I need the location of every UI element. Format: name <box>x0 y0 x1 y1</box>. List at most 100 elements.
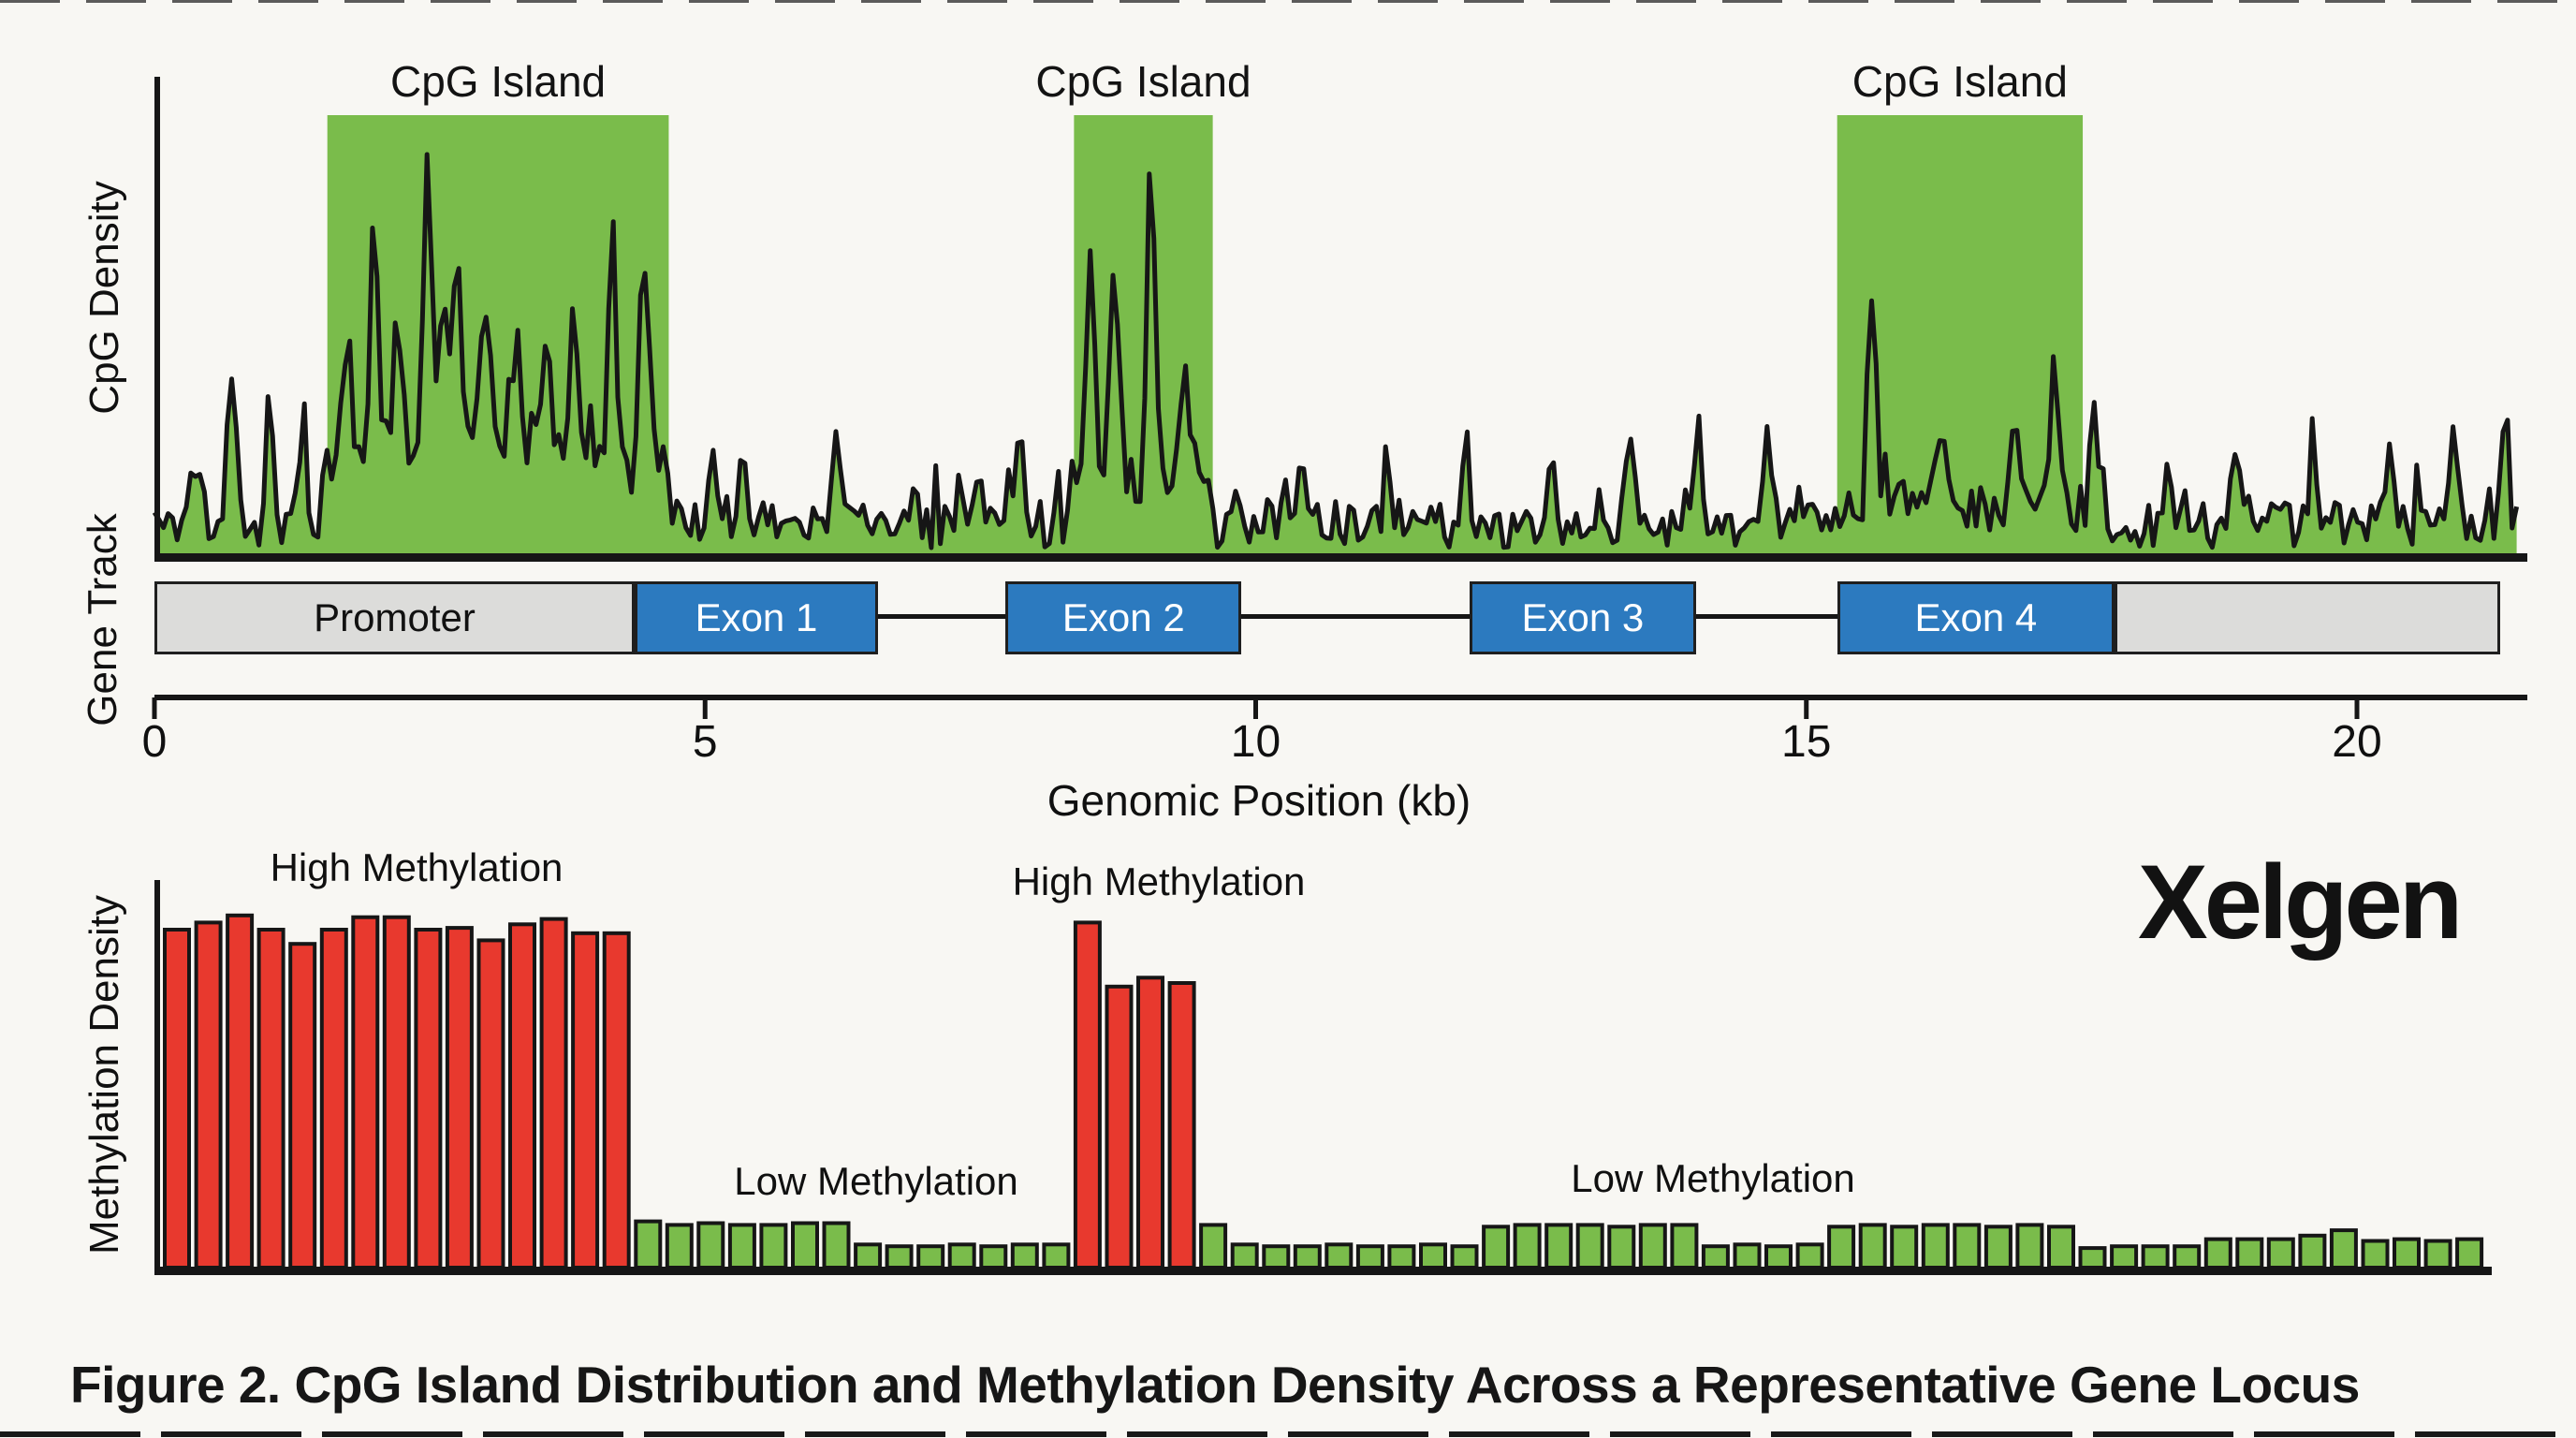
low-methylation-bar <box>1513 1223 1542 1270</box>
x-tick-label: 5 <box>692 717 718 767</box>
gene-track-axis-label: Gene Track <box>80 513 125 726</box>
low-methylation-bar <box>1858 1223 1887 1270</box>
gene-box-exon-3: Exon 3 <box>1469 581 1697 654</box>
cpg-density-line <box>152 152 2520 550</box>
low-methylation-bar <box>1701 1244 1730 1269</box>
x-axis-tick <box>2354 697 2360 719</box>
low-methylation-bar <box>1293 1244 1322 1269</box>
high-methylation-bar <box>226 913 255 1269</box>
low-methylation-bar <box>1890 1225 1919 1270</box>
low-methylation-bar <box>1010 1242 1039 1270</box>
low-methylation-bar <box>916 1244 945 1269</box>
cpg-density-area <box>154 154 2517 555</box>
low-methylation-bar <box>2141 1244 2170 1269</box>
gene-box-downstream <box>2115 581 2500 654</box>
low-methylation-bar <box>727 1223 756 1270</box>
low-methylation-bar <box>1953 1223 1982 1270</box>
high-methylation-bar <box>1105 984 1134 1270</box>
figure-caption: Figure 2. CpG Island Distribution and Me… <box>70 1356 2360 1414</box>
gene-box-exon-4: Exon 4 <box>1837 581 2115 654</box>
low-methylation-bar <box>1230 1242 1259 1270</box>
high-methylation-label: High Methylation <box>1012 859 1306 903</box>
low-methylation-bar <box>2235 1237 2264 1269</box>
low-methylation-bar <box>854 1242 883 1270</box>
low-methylation-bar <box>1670 1223 1699 1270</box>
low-methylation-bar <box>1355 1244 1384 1269</box>
high-methylation-bar <box>288 942 317 1269</box>
low-methylation-bar <box>2078 1246 2107 1269</box>
low-methylation-bar <box>634 1219 663 1269</box>
low-methylation-bar <box>2329 1228 2358 1269</box>
low-methylation-bar <box>696 1221 725 1269</box>
low-methylation-label: Low Methylation <box>734 1159 1018 1203</box>
methylation-density-axis-label: Methylation Density <box>81 895 127 1255</box>
brand-logo: Xelgen <box>2138 844 2463 961</box>
high-methylation-bar <box>508 922 536 1269</box>
high-methylation-bar <box>163 928 191 1269</box>
low-methylation-bar <box>1544 1223 1573 1270</box>
low-methylation-bar <box>1450 1244 1479 1269</box>
genomic-position-axis <box>154 695 2527 700</box>
cpg-island-label: CpG Island <box>1035 57 1251 106</box>
low-methylation-bar <box>1764 1244 1793 1269</box>
cpg-density-baseline <box>154 553 2527 562</box>
low-methylation-bar <box>1827 1225 1856 1270</box>
low-methylation-bar <box>822 1221 851 1269</box>
high-methylation-bar <box>571 931 600 1269</box>
low-methylation-bar <box>1607 1225 1636 1270</box>
high-methylation-bar <box>414 928 443 1269</box>
high-methylation-bar <box>382 915 411 1269</box>
high-methylation-bar <box>539 917 568 1269</box>
low-methylation-bar <box>1387 1244 1416 1269</box>
cpg-density-axis-label: CpG Density <box>81 181 127 415</box>
high-methylation-bar <box>1136 976 1164 1270</box>
low-methylation-bar <box>2110 1244 2139 1269</box>
high-methylation-label: High Methylation <box>270 845 564 889</box>
high-methylation-bar <box>256 928 285 1269</box>
x-axis-tick <box>1253 697 1258 719</box>
low-methylation-bar <box>2203 1237 2232 1269</box>
x-axis-tick <box>1804 697 1809 719</box>
x-tick-label: 15 <box>1781 717 1832 767</box>
low-methylation-bar <box>759 1223 788 1270</box>
low-methylation-bar <box>2361 1239 2390 1269</box>
high-methylation-bar <box>1073 920 1102 1270</box>
x-tick-label: 0 <box>141 717 168 767</box>
high-methylation-bar <box>445 926 474 1269</box>
cpg-island-label: CpG Island <box>390 57 607 106</box>
high-methylation-bar <box>602 931 631 1269</box>
low-methylation-bar <box>2393 1237 2421 1269</box>
gene-box-promoter: Promoter <box>154 581 635 654</box>
low-methylation-bar <box>979 1244 1008 1269</box>
low-methylation-bar <box>2173 1244 2202 1269</box>
high-methylation-bar <box>319 928 348 1269</box>
high-methylation-bar <box>476 938 505 1270</box>
low-methylation-bar <box>1638 1223 1667 1270</box>
low-methylation-bar <box>2423 1239 2452 1269</box>
low-methylation-bar <box>1733 1242 1762 1270</box>
low-methylation-bar <box>1325 1242 1354 1270</box>
gene-box-exon-1: Exon 1 <box>634 581 878 654</box>
x-axis-tick <box>702 697 708 719</box>
intron-connector-line <box>870 614 1851 619</box>
gene-box-exon-2: Exon 2 <box>1005 581 1242 654</box>
methylation-baseline <box>154 1267 2492 1275</box>
low-methylation-bar <box>1419 1242 1447 1270</box>
low-methylation-bar <box>2298 1233 2327 1270</box>
methylation-y-axis <box>154 880 160 1275</box>
low-methylation-bar <box>1921 1223 1950 1270</box>
low-methylation-bar <box>1575 1223 1604 1270</box>
high-methylation-bar <box>351 915 380 1269</box>
low-methylation-bar <box>665 1223 694 1270</box>
low-methylation-bar <box>2455 1237 2484 1269</box>
low-methylation-bar <box>1983 1225 2012 1270</box>
low-methylation-bar <box>2266 1237 2295 1269</box>
low-methylation-bar <box>947 1242 976 1270</box>
low-methylation-bar <box>2047 1225 2075 1270</box>
x-axis-tick <box>152 697 157 719</box>
cpg-island-label: CpG Island <box>1852 57 2068 106</box>
high-methylation-bar <box>1167 981 1196 1269</box>
low-methylation-label: Low Methylation <box>1571 1156 1855 1200</box>
